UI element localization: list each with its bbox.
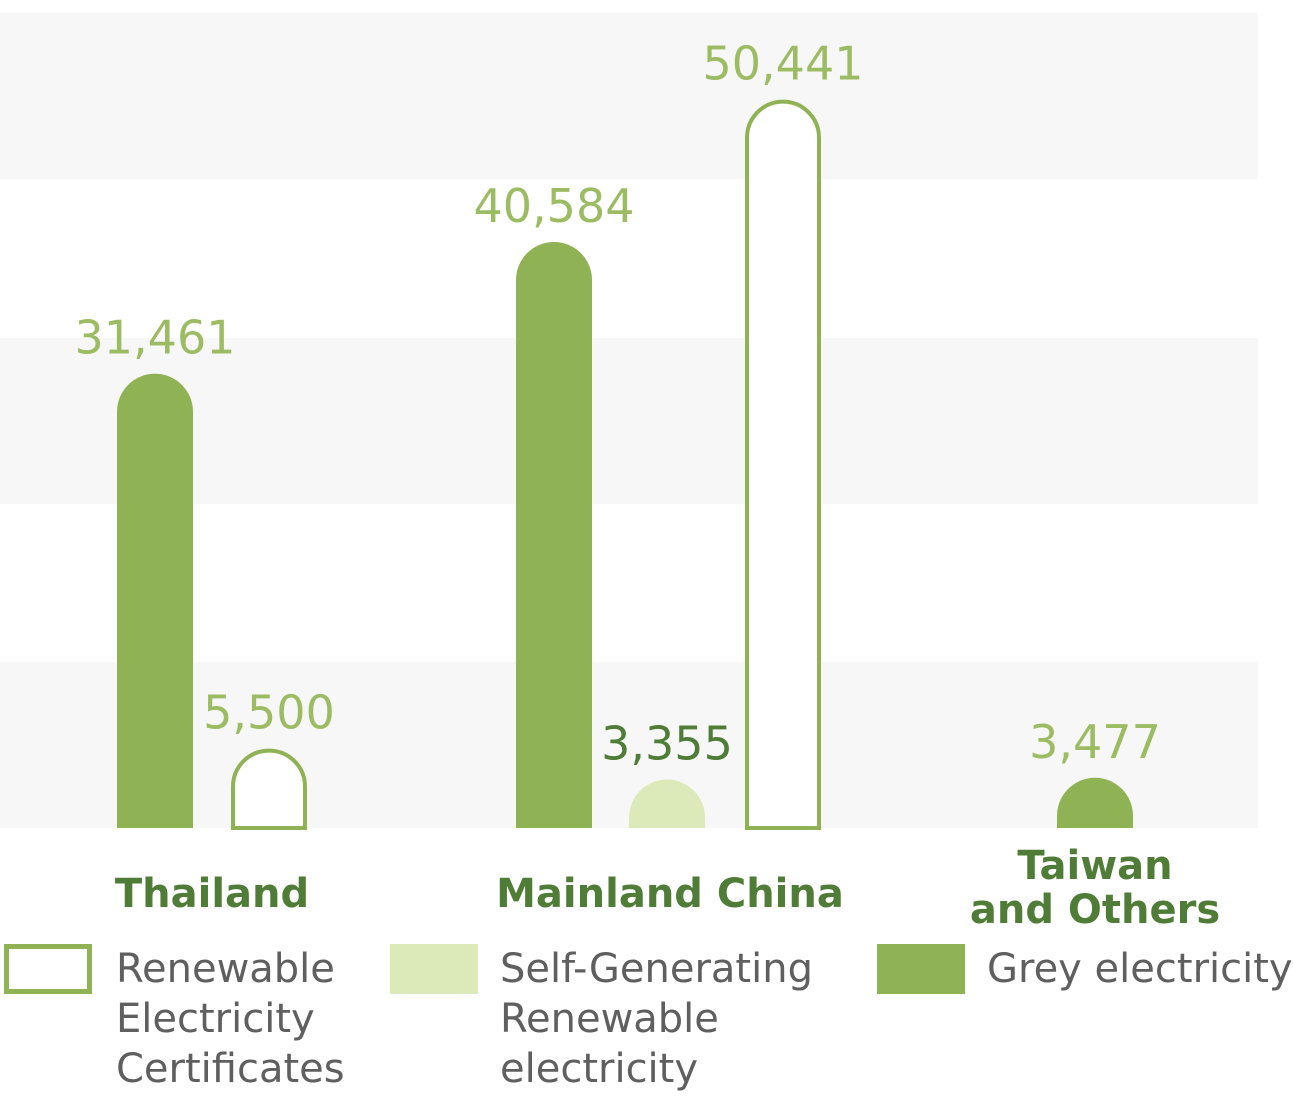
bar-grey-taiwan-and-others <box>1057 777 1133 828</box>
grid-band-2 <box>0 338 1258 504</box>
legend-label-grey: Grey electricity <box>987 946 1293 992</box>
legend-label-self-generating-line3: electricity <box>500 1046 699 1092</box>
legend-item-self-generating: Self-Generating Renewable electricity <box>390 944 813 1094</box>
value-label-certificates-thailand: 5,500 <box>203 686 335 740</box>
category-label-mainland-china: Mainland China <box>496 871 844 917</box>
legend-label-certificates-line2: Electricity <box>116 996 315 1042</box>
legend-label-self-generating-line1: Self-Generating <box>500 946 813 992</box>
legend-label-certificates: Renewable Electricity Certificates <box>116 944 345 1094</box>
legend-label-self-generating: Self-Generating Renewable electricity <box>500 944 813 1094</box>
background-bands <box>0 13 1258 828</box>
legend-swatch-certificates <box>4 944 92 994</box>
legend-swatch-self-generating <box>390 944 478 994</box>
value-label-self-generating-mainland-china: 3,355 <box>601 717 733 771</box>
value-label-grey-taiwan-and-others: 3,477 <box>1029 715 1161 769</box>
grid-band-1 <box>0 13 1258 179</box>
bars <box>117 99 1133 830</box>
value-label-grey-mainland-china: 40,584 <box>474 179 635 233</box>
bar-self-generating-mainland-china <box>629 779 705 828</box>
legend-swatch-grey <box>877 944 965 994</box>
legend-label-certificates-line3: Certificates <box>116 1046 345 1092</box>
value-label-certificates-mainland-china: 50,441 <box>703 37 864 91</box>
category-label-taiwan-and-others: Taiwan and Others <box>945 844 1245 932</box>
legend-item-certificates: Renewable Electricity Certificates <box>4 944 345 1094</box>
value-label-grey-thailand: 31,461 <box>75 311 236 365</box>
grid-band-3 <box>0 662 1258 828</box>
bar-chart: 31,461 40,584 3,477 3,355 5,500 50,441 <box>0 13 1258 830</box>
bar-certificates-thailand <box>231 748 307 830</box>
legend-label-certificates-line1: Renewable <box>116 946 335 992</box>
bar-certificates-mainland-china <box>745 99 821 830</box>
legend-label-self-generating-line2: Renewable <box>500 996 719 1042</box>
legend-item-grey: Grey electricity <box>877 944 1293 994</box>
category-label-taiwan-line2: and Others <box>969 887 1221 933</box>
bar-grey-mainland-china <box>516 241 592 828</box>
value-labels: 31,461 40,584 3,477 3,355 5,500 50,441 <box>75 37 1161 771</box>
category-label-thailand: Thailand <box>114 871 310 917</box>
category-label-taiwan-line1: Taiwan <box>1017 843 1173 889</box>
bar-grey-thailand <box>117 373 193 828</box>
